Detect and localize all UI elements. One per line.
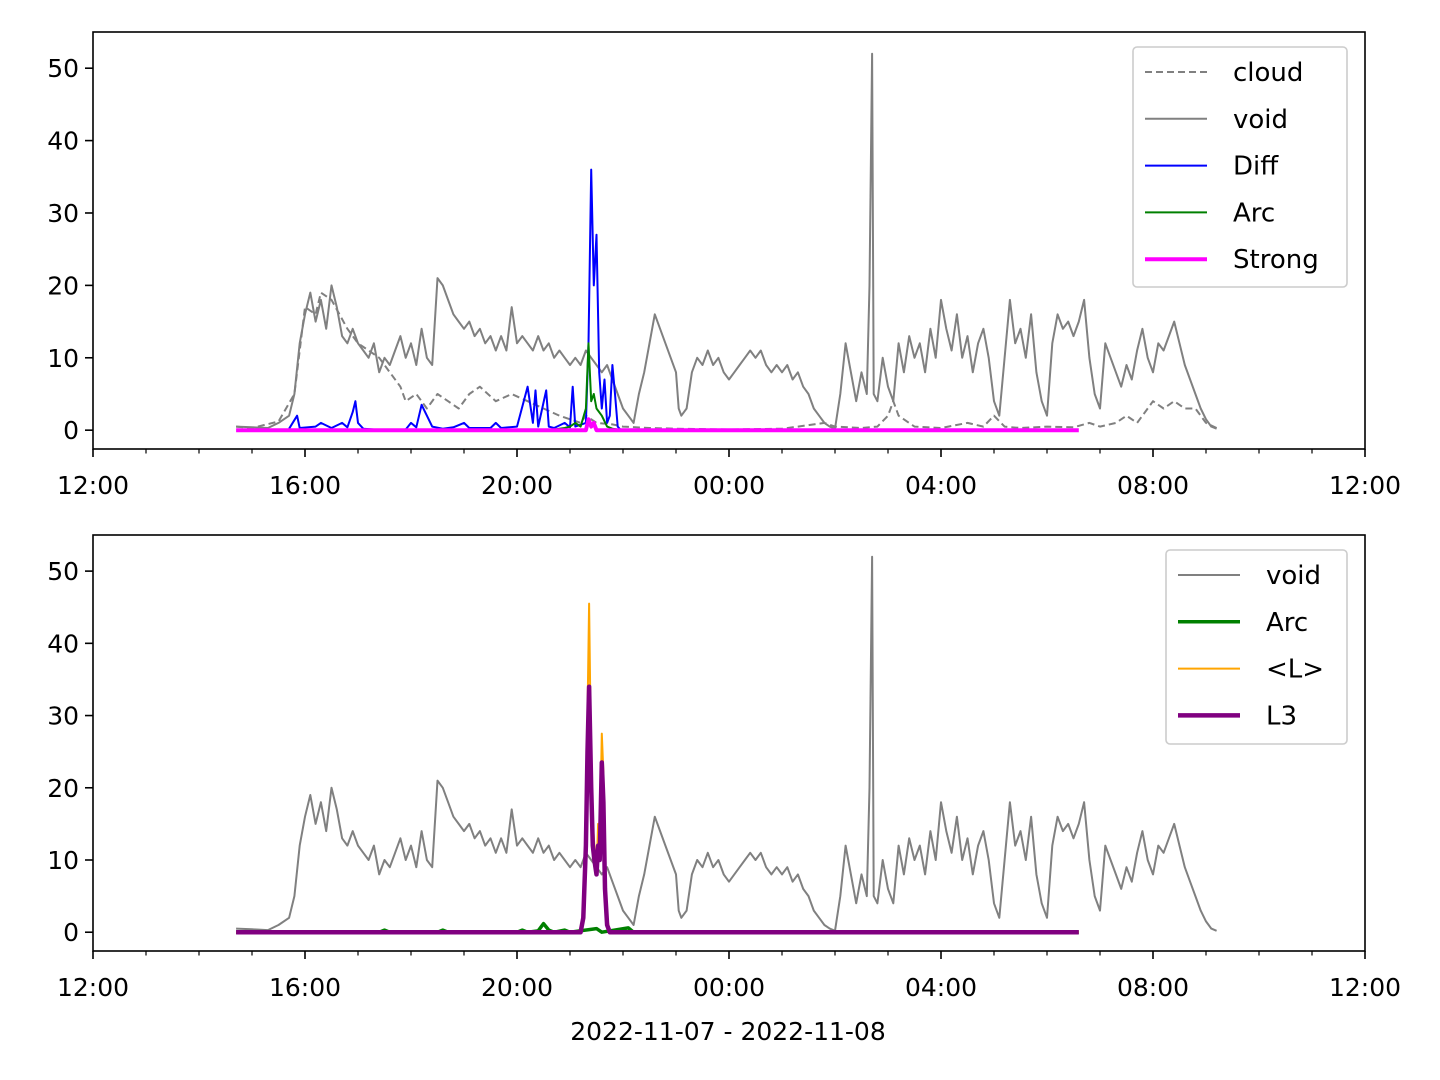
y-tick-label: 50 <box>47 54 79 83</box>
x-tick-label: 12:00 <box>57 471 129 500</box>
legend: void Arc <L> L3 <box>1165 549 1348 745</box>
series-line-diff <box>288 168 622 431</box>
legend-label: L3 <box>1266 701 1297 731</box>
x-tick-label: 08:00 <box>1117 471 1189 500</box>
legend-label: Diff <box>1233 152 1279 182</box>
y-tick-label: 10 <box>47 344 79 373</box>
y-tick-label: 50 <box>47 557 79 586</box>
x-tick-label: 04:00 <box>905 973 977 1002</box>
y-tick-label: 20 <box>47 774 79 803</box>
y-tick-label: 40 <box>47 629 79 658</box>
legend-label: Arc <box>1266 608 1308 638</box>
x-tick-label: 00:00 <box>693 973 765 1002</box>
legend-label: <L> <box>1266 655 1324 685</box>
legend-label: cloud <box>1233 58 1303 88</box>
legend: cloud void Diff Arc Strong <box>1132 46 1348 288</box>
x-tick-label: 08:00 <box>1117 973 1189 1002</box>
series-line-void <box>236 52 1217 430</box>
x-tick-label: 12:00 <box>1329 471 1401 500</box>
legend-label: void <box>1233 105 1288 135</box>
y-tick-label: 10 <box>47 846 79 875</box>
legend-box <box>1165 549 1348 745</box>
x-axis-label: 2022-11-07 - 2022-11-08 <box>570 1017 886 1046</box>
y-tick-label: 0 <box>63 918 79 947</box>
y-tick-label: 0 <box>63 416 79 445</box>
x-tick-label: 12:00 <box>1329 973 1401 1002</box>
legend-label: Arc <box>1233 198 1275 228</box>
series-line-cloud <box>236 291 1218 431</box>
x-tick-label: 00:00 <box>693 471 765 500</box>
x-tick-label: 16:00 <box>269 973 341 1002</box>
legend-label: Strong <box>1233 245 1319 275</box>
legend-box <box>1132 46 1348 288</box>
y-tick-label: 30 <box>47 702 79 731</box>
series-line-l3 <box>236 684 1079 935</box>
x-tick-label: 20:00 <box>481 973 553 1002</box>
top-panel: 0 10 20 30 40 50 12:00 16:00 20:00 00:00 04:00 08:0… <box>47 31 1401 500</box>
y-tick-label: 20 <box>47 271 79 300</box>
series-line-strong <box>236 417 1079 433</box>
series-line-arc <box>553 342 618 431</box>
y-tick-label: 30 <box>47 199 79 228</box>
bottom-panel: 0 10 20 30 40 50 12:00 16:00 20:00 00:00 04:00 08:0… <box>47 534 1401 1002</box>
x-tick-label: 04:00 <box>905 471 977 500</box>
series-line-void <box>236 555 1217 932</box>
legend-label: void <box>1266 561 1321 591</box>
x-tick-label: 12:00 <box>57 973 129 1002</box>
y-tick-label: 40 <box>47 127 79 156</box>
x-tick-label: 16:00 <box>269 471 341 500</box>
x-tick-label: 20:00 <box>481 471 553 500</box>
